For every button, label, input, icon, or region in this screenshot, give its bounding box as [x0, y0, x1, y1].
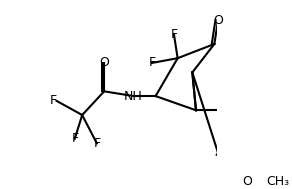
Text: F: F — [171, 28, 178, 41]
Text: O: O — [99, 57, 109, 69]
Text: CH₃: CH₃ — [266, 175, 289, 188]
Text: F: F — [71, 132, 79, 145]
Text: F: F — [93, 137, 100, 150]
Text: F: F — [148, 57, 156, 69]
Text: F: F — [49, 94, 57, 107]
Text: NH: NH — [124, 90, 143, 103]
Text: O: O — [243, 175, 252, 188]
Text: O: O — [213, 14, 223, 27]
